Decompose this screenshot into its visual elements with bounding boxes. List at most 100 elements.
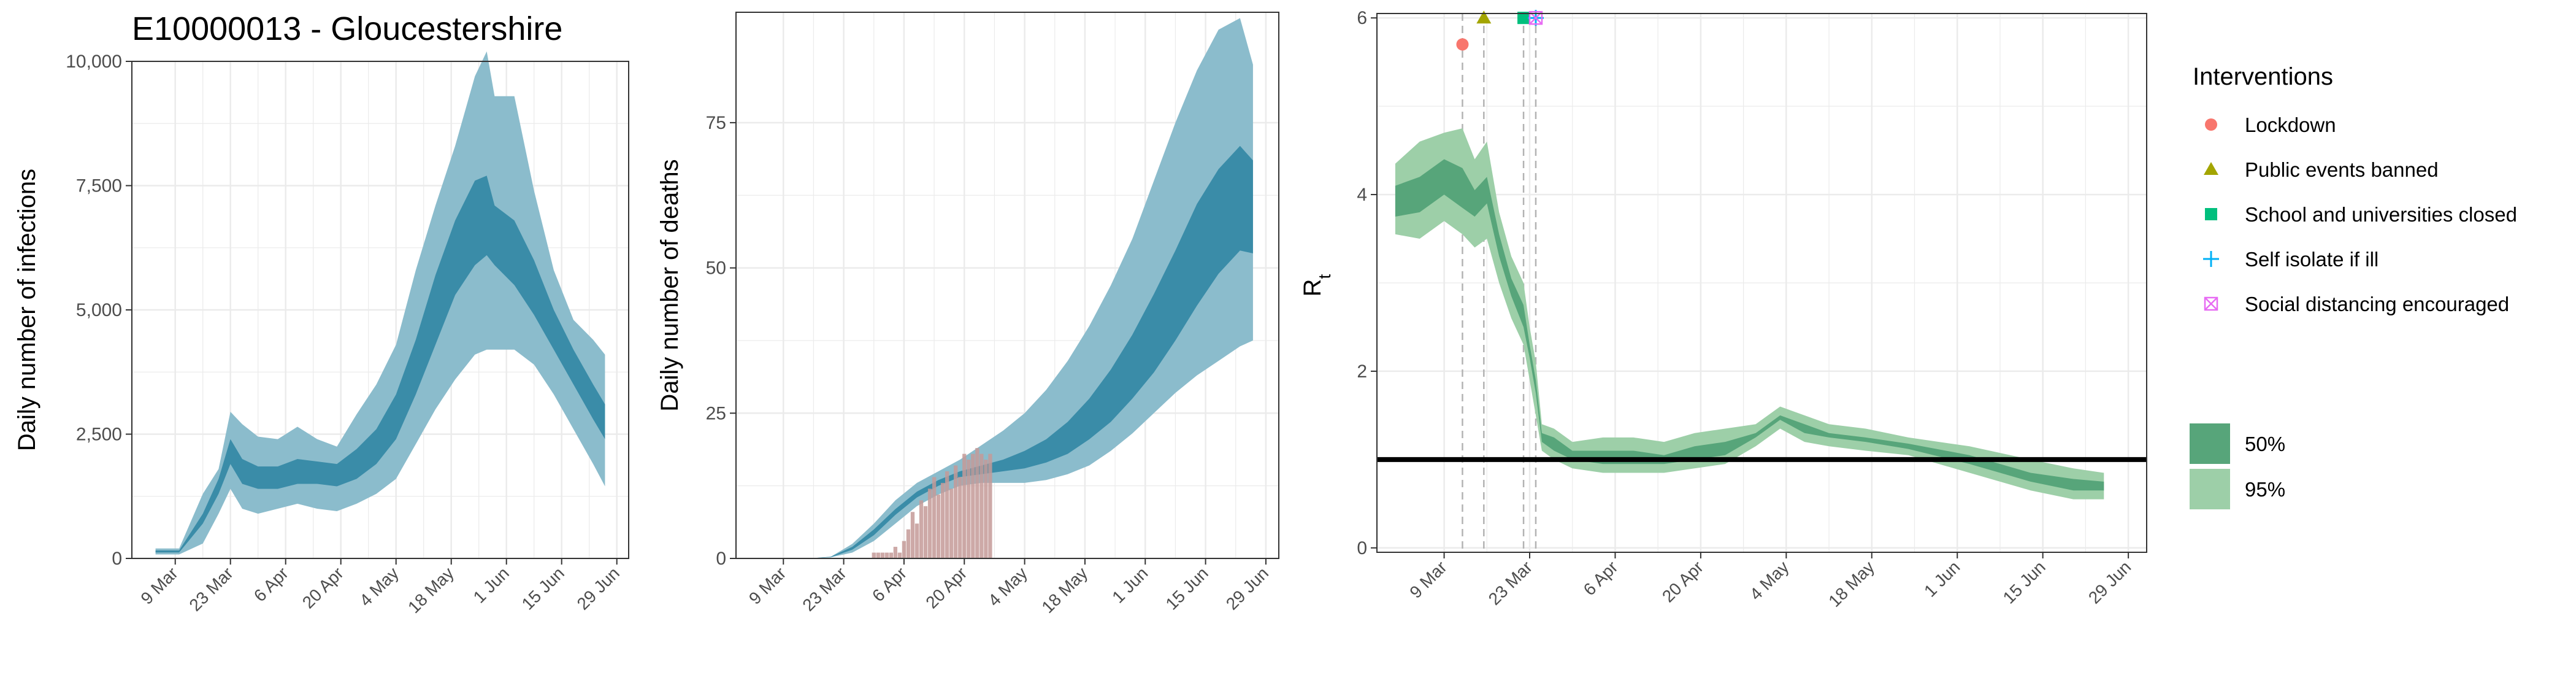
y-tick-label: 25	[706, 403, 726, 423]
observed-death-bar	[967, 460, 971, 558]
x-tick-label: 18 May	[1825, 557, 1878, 611]
rt-axis-title: Rt	[1299, 274, 1334, 296]
panel-daily-infections: 9 Mar 23 Mar 6 Apr 20 Apr 4 May 18 May 1 Jun 15…	[13, 51, 629, 617]
square-marker	[1517, 12, 1530, 25]
y-tick-label: 2,500	[76, 425, 122, 445]
y-tick-label: 0	[1357, 538, 1367, 558]
x-tick-label: 18 May	[404, 563, 458, 617]
observed-death-bar	[988, 453, 992, 558]
observed-death-bar	[897, 552, 902, 558]
triangle-marker	[1476, 10, 1492, 24]
y-tick-label: 0	[716, 549, 726, 569]
boxed-x-box	[1528, 10, 1543, 25]
x-tick-label: 20 Apr	[1658, 557, 1707, 606]
x-tick-label: 9 Mar	[137, 563, 182, 608]
y-axis-title: Daily number of deaths	[656, 159, 683, 411]
x-tick-label: 29 Jun	[2085, 557, 2134, 607]
observed-death-bar	[954, 465, 958, 558]
triangle-marker	[2204, 162, 2218, 175]
observed-death-bar	[975, 448, 979, 558]
y-tick-label: 75	[706, 113, 726, 133]
legend: Interventions Lockdown Public events bann…	[2190, 63, 2517, 509]
x-tick-label: 20 Apr	[299, 563, 347, 612]
circle-marker	[2205, 118, 2217, 131]
legend-label: Self isolate if ill	[2245, 248, 2379, 271]
observed-death-bar	[884, 552, 889, 558]
legend-title: Interventions	[2193, 63, 2333, 90]
observed-death-bar	[880, 552, 884, 558]
observed-death-bar	[971, 453, 975, 558]
boxed-x-diag2	[2204, 297, 2218, 311]
intervention-marker-triangle	[1476, 10, 1492, 24]
observed-death-bar	[927, 488, 932, 558]
y-tick-label: 0	[112, 549, 122, 569]
x-tick-label: 18 May	[1038, 563, 1091, 617]
legend-key-circle	[2205, 118, 2217, 131]
legend-key-boxed-x	[2204, 296, 2218, 311]
x-tick-label: 23 Mar	[799, 563, 850, 615]
interval-bands	[1395, 128, 2104, 500]
y-axis-title: Daily number of infections	[13, 169, 40, 451]
y-tick-label: 4	[1357, 185, 1367, 205]
observed-death-bar	[914, 523, 919, 558]
observed-death-bar	[872, 552, 876, 558]
band-95	[762, 18, 1253, 558]
x-tick-label: 6 Apr	[1580, 557, 1622, 599]
observed-death-bar	[910, 512, 915, 558]
legend-label: School and universities closed	[2245, 203, 2517, 226]
y-tick-label: 7,500	[76, 176, 122, 196]
intervention-marker-square	[1517, 12, 1530, 25]
interval-bands	[762, 18, 1253, 559]
figure-title: E10000013 - Gloucestershire	[132, 10, 562, 47]
x-tick-label: 1 Jun	[470, 563, 513, 606]
x-tick-label: 4 May	[1746, 557, 1793, 604]
observed-death-bar	[949, 488, 954, 558]
observed-death-bar	[902, 541, 907, 558]
panel-daily-deaths: 9 Mar 23 Mar 6 Apr 20 Apr 4 May 18 May 1 Jun 15…	[656, 12, 1279, 617]
x-tick-label: 6 Apr	[868, 563, 910, 605]
observed-death-bar	[979, 453, 984, 558]
band-95	[155, 51, 605, 555]
x-tick-label: 29 Jun	[573, 563, 623, 613]
legend-label: Public events banned	[2245, 158, 2439, 181]
panel-rt: 9 Mar 23 Mar 6 Apr 20 Apr 4 May 18 May 1 Jun 15…	[1299, 8, 2147, 611]
observed-death-bar	[936, 494, 941, 558]
x-tick-label: 9 Mar	[1406, 557, 1451, 602]
circle-marker	[1456, 38, 1469, 51]
x-tick-label: 1 Jun	[1920, 557, 1963, 600]
intervention-date-lines	[1462, 14, 1537, 552]
observed-death-bar	[919, 500, 924, 558]
x-tick-label: 23 Mar	[185, 563, 237, 615]
panel-border	[735, 12, 1279, 559]
y-tick-label: 50	[706, 258, 726, 279]
x-tick-label: 20 Apr	[922, 563, 970, 612]
y-axis-title: Rt	[1299, 274, 1334, 296]
legend-label: Social distancing encouraged	[2245, 293, 2509, 315]
x-tick-label: 4 May	[356, 563, 402, 610]
x-tick-label: 4 May	[984, 563, 1031, 610]
y-tick-label: 5,000	[76, 300, 122, 320]
legend-key-band-50	[2190, 423, 2230, 464]
y-tick-label: 2	[1357, 361, 1367, 382]
legend-label: 95%	[2245, 478, 2285, 501]
x-tick-label: 9 Mar	[745, 563, 790, 608]
interval-bands	[155, 51, 605, 555]
band-50	[762, 145, 1253, 559]
observed-death-bar	[962, 453, 967, 558]
band-95	[1395, 128, 2104, 500]
legend-key-triangle	[2204, 162, 2218, 175]
observed-death-bar	[945, 471, 949, 558]
legend-key-square	[2205, 208, 2217, 220]
observed-death-bar	[876, 552, 880, 558]
x-tick-label: 23 Mar	[1485, 557, 1536, 609]
band-50	[1395, 159, 2104, 491]
observed-deaths-bars	[872, 448, 992, 558]
legend-key-band-95	[2190, 469, 2230, 509]
legend-items: Lockdown Public events banned School and u…	[2190, 114, 2517, 509]
legend-key-plus	[2203, 251, 2219, 267]
legend-label: Lockdown	[2245, 114, 2336, 136]
x-tick-label: 1 Jun	[1108, 563, 1151, 606]
observed-death-bar	[889, 552, 894, 558]
x-tick-label: 29 Jun	[1222, 563, 1272, 613]
